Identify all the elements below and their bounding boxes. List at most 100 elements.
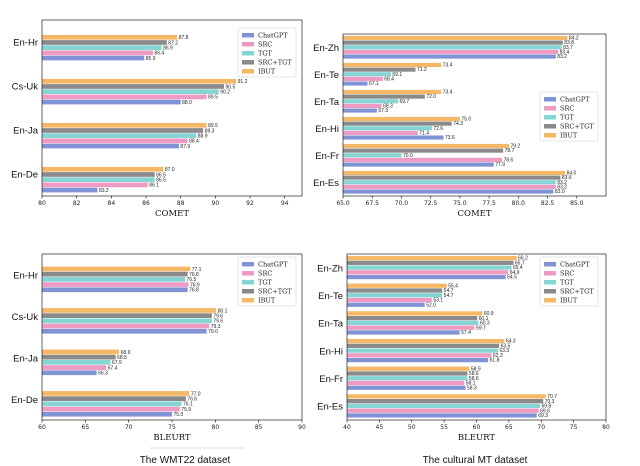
x-tick-label: 70: [125, 424, 133, 431]
value-label: 83.0: [555, 189, 565, 195]
bar-cs-uk-src: [42, 94, 207, 100]
legend-swatch: [242, 60, 254, 65]
value-label: 58.9: [471, 366, 481, 372]
legend-entry: IBUT: [560, 132, 578, 140]
value-label: 69.6: [540, 408, 550, 414]
bar-en-ja-ibut: [42, 349, 120, 355]
bar-en-zh-tgt: [343, 45, 562, 50]
bar-en-ja-src-tgt: [42, 128, 204, 133]
bar-cs-uk-tgt: [42, 318, 212, 324]
legend-swatch: [242, 69, 254, 74]
legend-entry: TGT: [258, 279, 273, 287]
legend-entry: TGT: [560, 279, 575, 287]
bar-en-hi-ibut: [347, 338, 505, 344]
bar-en-ja-tgt: [42, 133, 197, 139]
bar-en-hi-chatgpt: [347, 357, 489, 363]
legend-swatch: [242, 289, 254, 294]
value-label: 78.7: [505, 148, 515, 154]
bar-en-fr-src-tgt: [343, 148, 504, 153]
bar-en-hi-tgt: [343, 126, 432, 131]
x-tick-label: 65: [82, 424, 90, 431]
bar-en-hr-tgt: [42, 45, 162, 51]
x-tick-label: 82: [73, 200, 81, 207]
x-tick-label: 75: [570, 424, 578, 431]
bar-en-ja-chatgpt: [42, 370, 97, 376]
bar-en-hi-ibut: [343, 116, 460, 122]
plot-frame: [41, 19, 303, 197]
x-tick-label: 45: [376, 424, 384, 431]
value-label: 66.2: [518, 256, 528, 262]
value-label: 57.4: [461, 330, 471, 336]
bar-en-zh-chatgpt: [347, 274, 506, 280]
bar-en-te-src-tgt: [343, 67, 416, 72]
bar-cs-uk-ibut: [42, 78, 237, 84]
bar-en-hr-src: [42, 50, 153, 56]
category-label: En-Hi: [319, 346, 343, 357]
value-label: 54.7: [444, 288, 454, 294]
value-label: 58.6: [469, 376, 479, 382]
x-tick-label: 82.5: [541, 200, 555, 207]
value-label: 64.5: [507, 275, 517, 281]
chart-cultural-bleurt: 69.369.669.870.370.7En-Es58.358.158.658.…: [317, 253, 610, 443]
x-tick-label: 75.0: [453, 200, 467, 207]
legend-entry: ChatGPT: [560, 261, 590, 269]
value-label: 77.1: [192, 267, 202, 273]
value-label: 86.5: [156, 178, 166, 184]
bar-en-te-src: [343, 76, 383, 81]
bar-en-fr-src: [347, 380, 465, 386]
legend-swatch: [242, 42, 254, 47]
legend-swatch: [242, 271, 254, 276]
bar-en-zh-src: [343, 49, 559, 54]
bar-en-hr-tgt: [42, 276, 185, 282]
value-label: 52.0: [426, 302, 436, 308]
bar-en-es-src-tgt: [343, 175, 561, 180]
value-label: 70.7: [547, 394, 557, 400]
value-label: 69.1: [392, 72, 402, 78]
value-label: 75.0: [461, 117, 471, 123]
bar-en-fr-chatgpt: [343, 162, 494, 167]
bar-en-te-chatgpt: [347, 302, 425, 307]
legend-swatch: [544, 97, 556, 102]
value-label: 86.1: [149, 183, 159, 189]
bar-en-fr-tgt: [343, 153, 402, 158]
category-label: En-Zh: [313, 43, 339, 54]
value-label: 64.3: [506, 339, 516, 345]
bar-en-de-chatgpt: [42, 187, 98, 193]
bar-en-hi-src: [347, 353, 492, 358]
bar-cs-uk-src-tgt: [42, 313, 212, 318]
bar-en-de-tgt: [42, 177, 155, 183]
bar-en-te-ibut: [343, 62, 442, 68]
value-label: 79.6: [213, 319, 223, 325]
legend-entry: ChatGPT: [560, 96, 590, 104]
value-label: 63.3: [499, 348, 509, 354]
category-label: En-Es: [313, 178, 339, 189]
value-label: 83.7: [563, 45, 573, 51]
bar-en-zh-src-tgt: [343, 40, 563, 45]
category-label: Cs-Uk: [12, 82, 39, 93]
x-tick-label: 92: [246, 200, 254, 207]
value-label: 60.1: [479, 316, 489, 322]
bar-en-ja-src: [42, 138, 188, 144]
x-tick-label: 40: [343, 424, 351, 431]
bar-en-te-ibut: [347, 283, 447, 288]
value-label: 68.5: [117, 355, 127, 361]
value-label: 76.5: [187, 277, 197, 283]
chart-wmt22-bleurt: 75.075.976.176.677.0En-De66.367.467.968.…: [11, 253, 306, 443]
legend-entry: SRC: [560, 105, 574, 113]
value-label: 60.3: [480, 321, 490, 327]
bar-en-hr-src: [42, 282, 189, 287]
x-tick-label: 94: [281, 200, 289, 207]
legend-swatch: [544, 262, 556, 267]
x-tick-label: 84: [108, 200, 116, 207]
value-label: 77.0: [191, 391, 201, 397]
x-tick-label: 72.5: [424, 200, 438, 207]
value-label: 87.2: [168, 40, 178, 46]
bar-en-zh-chatgpt: [343, 54, 556, 59]
bar-en-ta-tgt: [347, 320, 479, 326]
value-label: 79.3: [211, 324, 221, 330]
value-label: 80.1: [218, 308, 228, 314]
category-label: En-Fr: [319, 374, 343, 385]
bar-en-es-ibut: [343, 170, 566, 176]
